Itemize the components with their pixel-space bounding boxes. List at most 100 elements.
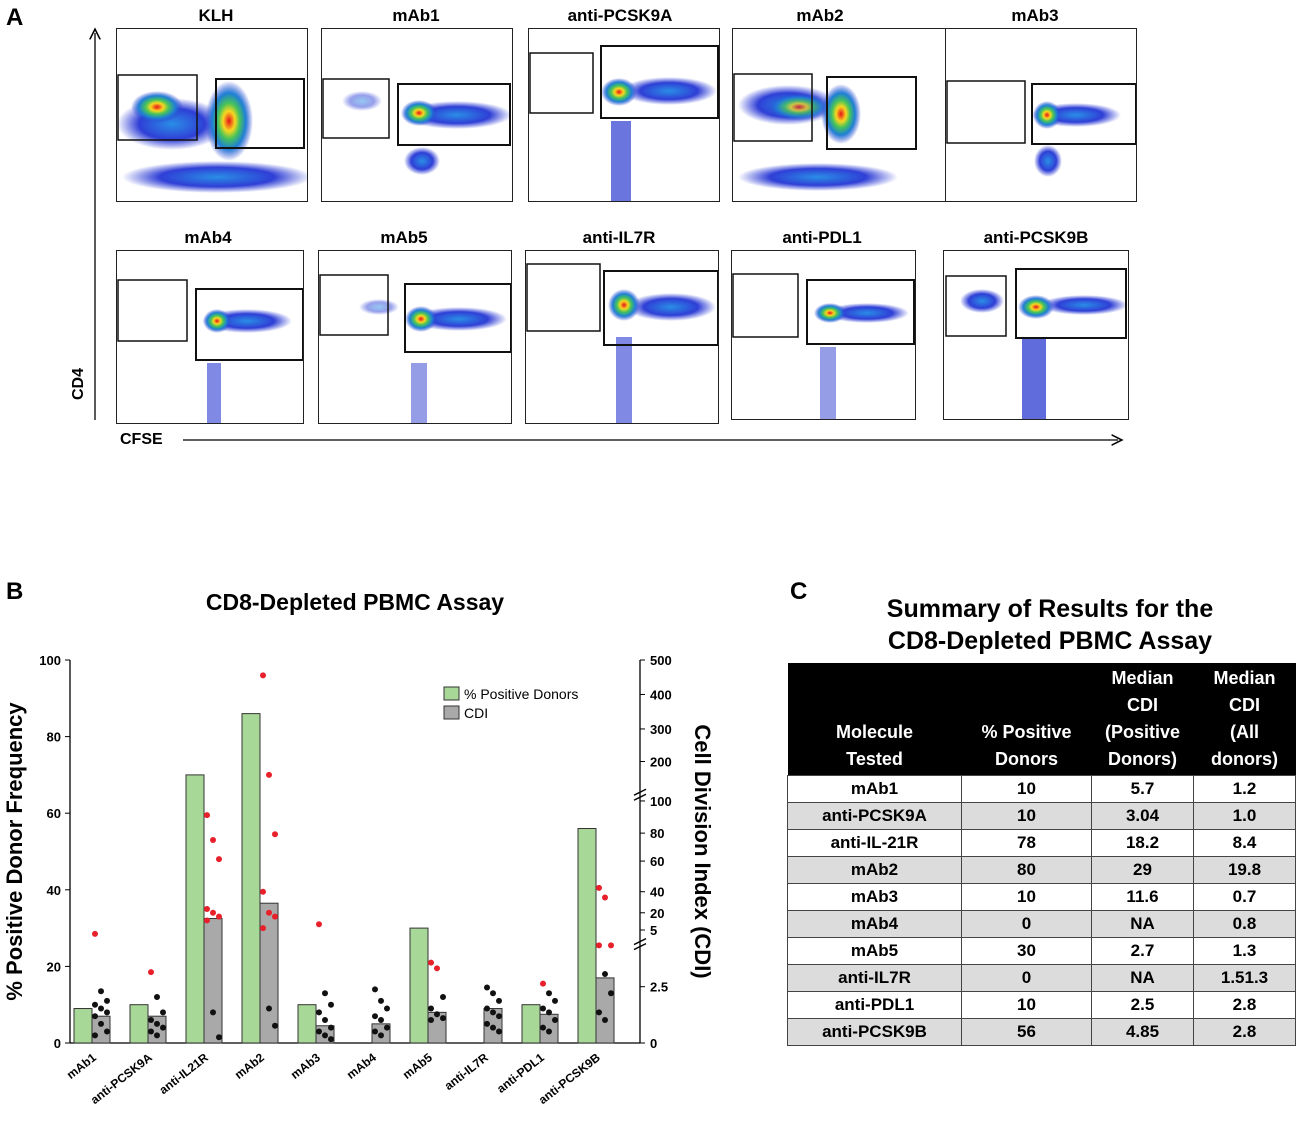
cell-positive: 10 bbox=[961, 883, 1092, 911]
donor-point bbox=[210, 909, 216, 916]
header-cdi-all-line1: Median bbox=[1213, 668, 1276, 688]
donor-point bbox=[148, 969, 154, 976]
donor-point bbox=[596, 942, 602, 949]
y-axis-label: % Positive Donor Frequency bbox=[2, 702, 27, 1001]
cell-molecule: anti-IL7R bbox=[787, 964, 962, 992]
donor-point bbox=[204, 812, 210, 819]
legend-label-cdi: CDI bbox=[464, 705, 488, 721]
donor-point bbox=[92, 1001, 98, 1008]
cell-cdi-all: 0.7 bbox=[1193, 883, 1296, 911]
donor-point bbox=[378, 997, 384, 1004]
cell-cdi-all: 1.3 bbox=[1193, 937, 1296, 965]
table-row: anti-PDL1 10 2.5 2.8 bbox=[787, 991, 1296, 1019]
donor-point bbox=[322, 990, 328, 997]
flow-title-anti-pdl1: anti-PDL1 bbox=[782, 228, 862, 247]
cell-cdi-all: 8.4 bbox=[1193, 829, 1296, 857]
header-molecule-line1: Molecule bbox=[835, 722, 914, 742]
table-row: anti-PCSK9A 10 3.04 1.0 bbox=[787, 802, 1296, 830]
x-tick-label: anti-PCSK9A bbox=[88, 1050, 155, 1107]
flow-title-anti-pcsk9a: anti-PCSK9A bbox=[567, 6, 673, 25]
donor-point bbox=[260, 672, 266, 679]
cell-cdi-positive: 29 bbox=[1091, 856, 1194, 884]
cell-positive: 80 bbox=[961, 856, 1092, 884]
donor-point bbox=[272, 1022, 278, 1029]
right-tick-label: 60 bbox=[650, 854, 664, 869]
flow-plot-klh bbox=[116, 28, 308, 202]
table-row: mAb2 80 29 19.8 bbox=[787, 856, 1296, 884]
donor-point bbox=[552, 997, 558, 1004]
donor-point bbox=[378, 1017, 384, 1024]
donor-point bbox=[428, 1017, 434, 1024]
donor-point bbox=[496, 1028, 502, 1035]
bar-positive-donors bbox=[73, 1008, 93, 1044]
bar-positive-donors bbox=[521, 1004, 541, 1044]
header-cdi-pos-line3: (Positive bbox=[1104, 722, 1181, 742]
right-tick-label: 500 bbox=[650, 653, 672, 668]
donor-point bbox=[98, 1020, 104, 1027]
flow-title-mab2: mAb2 bbox=[796, 6, 844, 25]
cell-cdi-positive: NA bbox=[1091, 910, 1194, 938]
right-tick-label: 400 bbox=[650, 687, 672, 702]
donor-point bbox=[428, 1005, 434, 1012]
donor-point bbox=[104, 1009, 110, 1016]
legend-swatch-cdi bbox=[443, 705, 460, 720]
flow-title-mab4: mAb4 bbox=[184, 228, 232, 247]
cell-cdi-all: 2.8 bbox=[1193, 1018, 1296, 1046]
donor-point bbox=[92, 1013, 98, 1020]
x-tick-label: mAb2 bbox=[232, 1050, 267, 1082]
donor-point bbox=[210, 1009, 216, 1016]
donor-point bbox=[104, 1028, 110, 1035]
donor-point bbox=[92, 1032, 98, 1039]
flow-plot-mab2 bbox=[732, 28, 946, 202]
cell-cdi-positive: 4.85 bbox=[1091, 1018, 1194, 1046]
donor-point bbox=[440, 994, 446, 1001]
donor-point bbox=[272, 831, 278, 838]
donor-point bbox=[316, 921, 322, 928]
right-tick-label: 20 bbox=[650, 906, 664, 921]
donor-point bbox=[328, 1001, 334, 1008]
table-header-row: Molecule Tested % Positive Donors Median… bbox=[787, 663, 1296, 776]
cell-cdi-positive: 11.6 bbox=[1091, 883, 1194, 911]
cell-cdi-positive: NA bbox=[1091, 964, 1194, 992]
right-tick-label: 100 bbox=[650, 794, 672, 809]
donor-point bbox=[484, 1020, 490, 1027]
donor-point bbox=[266, 771, 272, 778]
donor-point bbox=[384, 1024, 390, 1031]
cell-positive: 0 bbox=[961, 910, 1092, 938]
header-molecule: Molecule Tested bbox=[787, 663, 962, 776]
header-cdi-pos-line1: Median bbox=[1111, 668, 1174, 688]
donor-point bbox=[154, 994, 160, 1001]
cell-cdi-positive: 18.2 bbox=[1091, 829, 1194, 857]
donor-point bbox=[496, 1013, 502, 1020]
cell-molecule: mAb2 bbox=[787, 856, 962, 884]
flow-plot-anti-il7r bbox=[525, 250, 719, 424]
donor-point bbox=[260, 888, 266, 895]
flow-title-mab3: mAb3 bbox=[1011, 6, 1059, 25]
flow-title-klh: KLH bbox=[198, 6, 234, 25]
cell-cdi-all: 1.51.3 bbox=[1193, 964, 1296, 992]
bar-cdi bbox=[259, 902, 279, 1044]
donor-point bbox=[496, 997, 502, 1004]
donor-point bbox=[596, 884, 602, 891]
donor-point bbox=[484, 1005, 490, 1012]
donor-point bbox=[216, 1034, 222, 1041]
right-tick-label: 0 bbox=[650, 1036, 657, 1051]
flow-title-mab5: mAb5 bbox=[380, 228, 428, 247]
donor-point bbox=[608, 942, 614, 949]
flow-plot-mab4 bbox=[116, 250, 304, 424]
bar-positive-donors bbox=[241, 713, 261, 1044]
cfse-axis-label: CFSE bbox=[120, 431, 163, 448]
table-row: anti-IL-21R 78 18.2 8.4 bbox=[787, 829, 1296, 857]
donor-point bbox=[98, 988, 104, 995]
axis-break-mark bbox=[633, 788, 647, 796]
donor-point bbox=[92, 930, 98, 937]
cd4-axis-label: CD4 bbox=[70, 367, 87, 400]
donor-point bbox=[322, 1032, 328, 1039]
x-tick-label: anti-PDL1 bbox=[494, 1050, 547, 1096]
table-row: mAb4 0 NA 0.8 bbox=[787, 910, 1296, 938]
header-cdi-positive: Median CDI (Positive Donors) bbox=[1091, 663, 1194, 776]
donor-point bbox=[602, 1017, 608, 1024]
donor-point bbox=[546, 1028, 552, 1035]
donor-point bbox=[266, 1005, 272, 1012]
bar-positive-donors bbox=[409, 927, 429, 1044]
